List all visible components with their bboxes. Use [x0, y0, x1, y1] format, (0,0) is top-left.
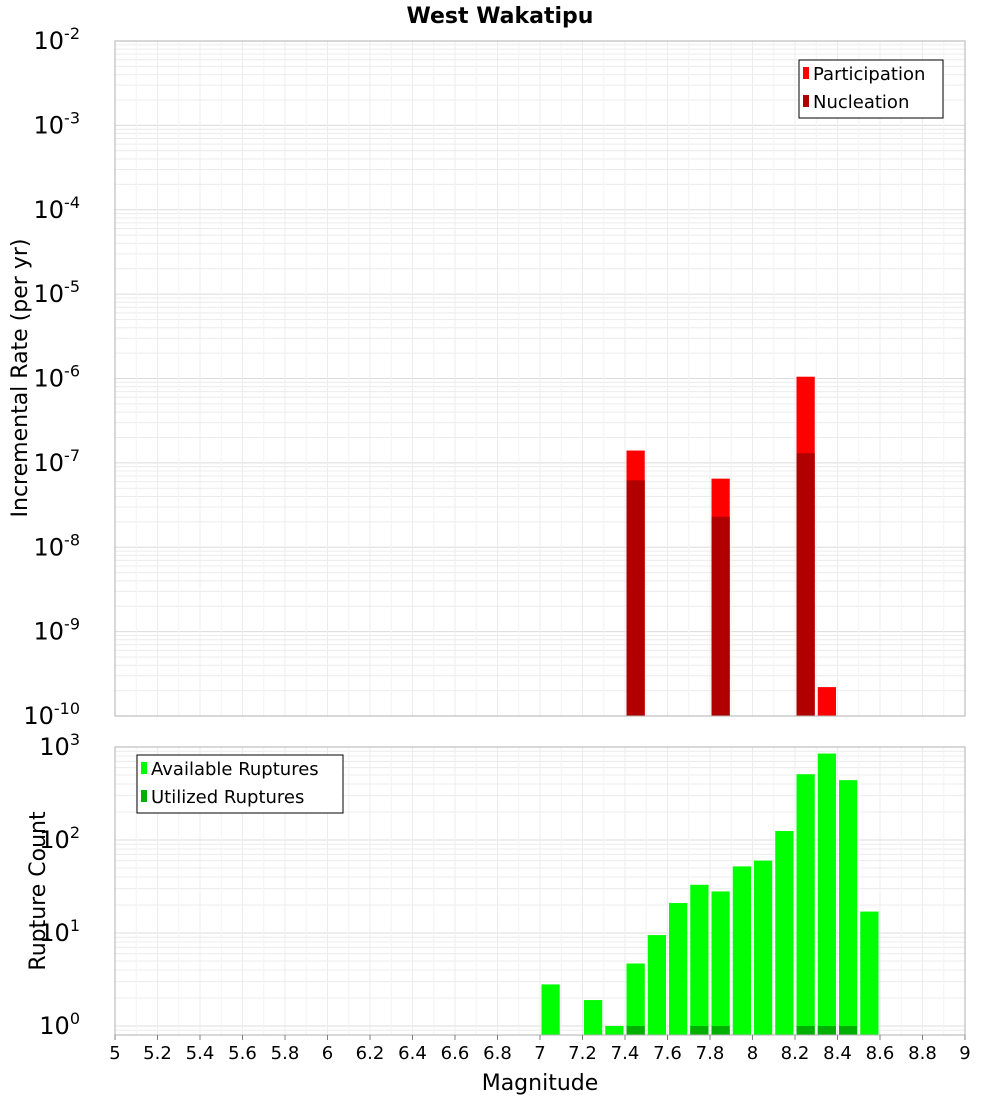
- x-tick-label: 7.2: [568, 1043, 597, 1064]
- bar: [732, 866, 751, 1035]
- legend-swatch: [803, 67, 809, 79]
- panel-1: 10-10 10-9 10-8 10-7 10-6 10-5 10-4 10-3 10-2 Inc…: [8, 24, 966, 730]
- y-tick-label: 10-10: [23, 699, 80, 730]
- legend-swatch: [141, 790, 147, 802]
- bar: [711, 516, 730, 716]
- bar: [711, 1025, 730, 1035]
- x-tick-label: 8.8: [908, 1043, 937, 1064]
- legend-swatch: [141, 762, 147, 774]
- bar: [817, 687, 836, 716]
- x-tick-label: 6: [322, 1043, 333, 1064]
- bar: [754, 860, 773, 1035]
- x-tick-label: 7.4: [611, 1043, 640, 1064]
- bar: [817, 753, 836, 1035]
- bar: [647, 935, 666, 1035]
- bar: [817, 1025, 836, 1035]
- x-tick-label: 5.2: [143, 1043, 172, 1064]
- bar: [541, 984, 560, 1035]
- x-tick-label: 5.8: [271, 1043, 300, 1064]
- bar: [584, 1000, 603, 1035]
- legend-label: Participation: [813, 64, 925, 85]
- y-tick-label: 10-2: [34, 24, 81, 55]
- bar: [839, 780, 858, 1035]
- y-tick-label: 103: [39, 730, 80, 761]
- x-tick-label: 9: [959, 1043, 970, 1064]
- legend-box: [136, 754, 344, 814]
- x-tick-label: 8.6: [866, 1043, 895, 1064]
- legend-label: Available Ruptures: [151, 759, 319, 780]
- x-tick-label: 8: [747, 1043, 758, 1064]
- x-tick-label: 7.6: [653, 1043, 682, 1064]
- bar: [796, 1025, 815, 1035]
- legend-swatch: [803, 95, 809, 107]
- legend-label: Nucleation: [813, 92, 909, 113]
- plot-frame: [114, 40, 966, 717]
- y-tick-label: 10-3: [34, 108, 81, 139]
- panel-1-grid: [114, 41, 966, 716]
- bar: [626, 1025, 645, 1035]
- bar: [711, 891, 730, 1035]
- bar: [626, 963, 645, 1035]
- x-axis: 5 5.2 5.4 5.6 5.8 6 6.2 6.4 6.6 6.8 7 7.2 7.4 7.6 7.8 8…: [109, 1035, 971, 1064]
- x-tick-label: 5: [109, 1043, 120, 1064]
- y-tick-label: 10-5: [34, 277, 81, 308]
- y-tick-label: 10-9: [34, 615, 81, 646]
- legend: Available Ruptures Utilized Ruptures: [136, 754, 344, 814]
- x-tick-label: 8.4: [823, 1043, 852, 1064]
- x-tick-label: 8.2: [781, 1043, 810, 1064]
- series-available-ruptures: [541, 753, 879, 1035]
- series-utilized-ruptures: [626, 1025, 858, 1035]
- bar: [690, 1025, 709, 1035]
- x-tick-label: 6.6: [441, 1043, 470, 1064]
- legend: Participation Nucleation: [798, 59, 944, 119]
- bar: [626, 480, 645, 716]
- bar: [796, 774, 815, 1035]
- y-axis-label: Rupture Count: [26, 811, 51, 971]
- bar: [839, 1025, 858, 1035]
- x-tick-label: 5.6: [228, 1043, 257, 1064]
- y-tick-label: 10-8: [34, 530, 81, 561]
- bar: [690, 884, 709, 1035]
- bar: [860, 911, 879, 1035]
- x-tick-label: 5.4: [186, 1043, 215, 1064]
- chart-title: West Wakatipu: [407, 4, 594, 29]
- y-tick-label: 102: [39, 823, 80, 854]
- y-tick-label: 101: [39, 916, 80, 947]
- bar: [605, 1025, 624, 1035]
- x-axis-label: Magnitude: [482, 1071, 599, 1096]
- y-tick-label: 100: [39, 1009, 80, 1040]
- x-tick-label: 7.8: [696, 1043, 725, 1064]
- bar: [796, 453, 815, 716]
- legend-box: [798, 59, 944, 119]
- bar: [775, 830, 794, 1035]
- panel-2: 100 101 102 103 Rupture Count Available Ruptu…: [26, 730, 966, 1040]
- x-tick-label: 6.8: [483, 1043, 512, 1064]
- bar: [669, 903, 688, 1035]
- legend-label: Utilized Ruptures: [151, 787, 304, 808]
- y-tick-label: 10-7: [34, 446, 81, 477]
- x-tick-label: 6.2: [356, 1043, 385, 1064]
- y-axis-label: Incremental Rate (per yr): [8, 239, 33, 518]
- y-tick-label: 10-4: [34, 193, 81, 224]
- y-tick-label: 10-6: [34, 362, 81, 393]
- x-tick-label: 7: [534, 1043, 545, 1064]
- x-tick-label: 6.4: [398, 1043, 427, 1064]
- series-nucleation: [626, 453, 815, 716]
